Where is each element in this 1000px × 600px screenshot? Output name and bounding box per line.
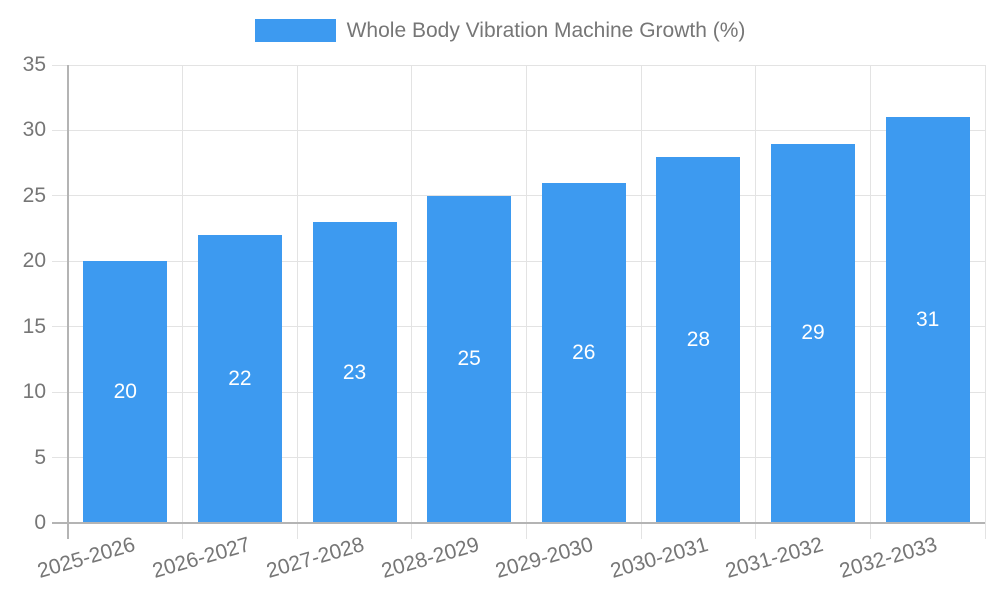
x-tick-label: 2028-2029 — [378, 533, 482, 583]
x-gridline — [411, 65, 413, 539]
y-gridline — [52, 326, 985, 328]
x-axis-line — [52, 522, 985, 524]
y-tick-label: 20 — [22, 249, 46, 273]
x-tick-label: 2029-2030 — [493, 533, 597, 583]
x-tick-label: 2031-2032 — [722, 533, 826, 583]
legend-label: Whole Body Vibration Machine Growth (%) — [346, 19, 746, 42]
y-gridline — [52, 391, 985, 393]
x-gridline — [182, 65, 184, 539]
y-tick-label: 0 — [34, 511, 46, 534]
y-gridline — [52, 64, 985, 66]
y-tick-label: 15 — [22, 314, 46, 338]
bar[interactable] — [656, 156, 741, 523]
x-gridline — [869, 65, 871, 539]
y-tick-label: 35 — [22, 53, 46, 76]
x-tick-label: 2032-2033 — [837, 533, 941, 583]
x-tick-label: 2026-2027 — [149, 533, 253, 583]
bar-value-label: 20 — [113, 380, 137, 404]
y-axis-line — [67, 65, 69, 539]
y-gridline — [52, 457, 985, 459]
y-tick-label: 10 — [22, 380, 46, 404]
x-tick-label: 2027-2028 — [264, 533, 367, 583]
y-tick-label: 25 — [22, 183, 46, 207]
bar-value-label: 31 — [916, 308, 940, 332]
bar[interactable] — [771, 143, 856, 523]
y-tick-label: 5 — [34, 445, 46, 469]
y-tick-label: 30 — [22, 118, 46, 142]
bar[interactable] — [885, 117, 970, 523]
x-tick-label: 2025-2026 — [34, 533, 138, 583]
bar-value-label: 25 — [457, 347, 481, 371]
bar-value-label: 29 — [801, 321, 825, 345]
x-gridline — [296, 65, 298, 539]
bar[interactable] — [427, 195, 512, 523]
x-gridline — [526, 65, 527, 539]
legend-swatch — [254, 19, 336, 42]
y-gridline — [52, 260, 985, 262]
bar-value-label: 28 — [686, 327, 711, 351]
bar-value-label: 22 — [228, 367, 252, 391]
bar[interactable] — [312, 222, 397, 523]
x-gridline — [640, 65, 642, 539]
bar[interactable] — [83, 261, 168, 523]
chart-legend[interactable]: Whole Body Vibration Machine Growth (%) — [0, 19, 1000, 42]
bar[interactable] — [197, 235, 282, 523]
y-gridline — [52, 195, 985, 197]
x-tick-label: 2030-2031 — [607, 533, 711, 583]
bar-value-label: 23 — [342, 360, 367, 384]
x-gridline — [755, 65, 757, 539]
bar-value-label: 26 — [572, 340, 596, 364]
x-gridline — [984, 65, 986, 539]
y-gridline — [52, 129, 985, 131]
bar[interactable] — [541, 182, 626, 523]
